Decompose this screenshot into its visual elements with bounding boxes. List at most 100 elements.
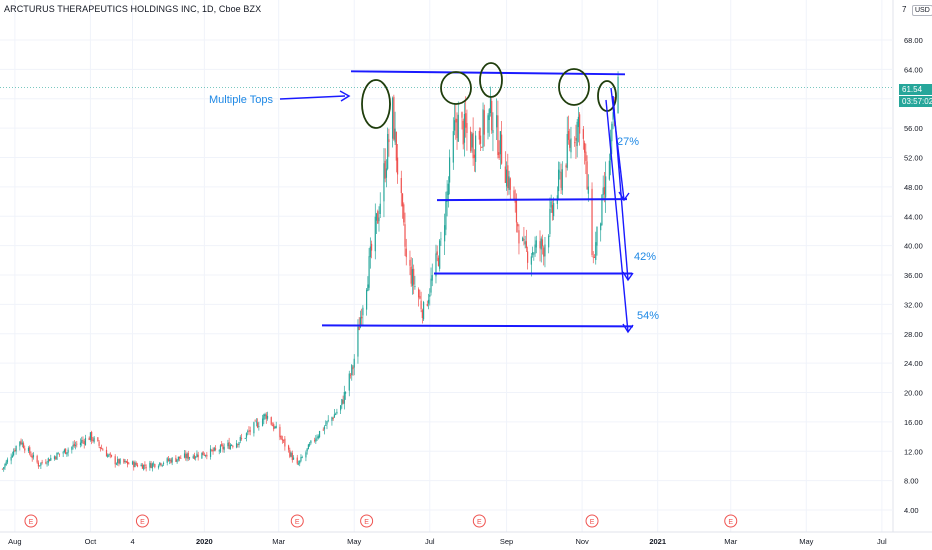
candle-body [57,453,59,455]
time-axis[interactable]: Aug Oct 4 2020 Mar May Jul Sep Nov 2021 Mar May Jul [0,531,932,546]
candlestick-series [1,71,619,472]
candle-body [187,453,189,459]
y-tick-label: 36.00 [904,271,923,280]
candle-body [152,463,155,465]
last-price-tag: 61.54 [899,84,932,95]
candle-body [465,113,467,128]
currency-label[interactable]: USD [912,5,932,16]
candle-body [176,459,178,463]
candle-body [419,296,421,299]
candle-body [160,463,162,466]
candle-body [124,460,126,462]
candle-body [576,121,578,147]
candle-body [281,439,283,441]
candle-body [177,456,179,460]
candle-body [440,238,442,240]
candle-body [56,452,58,460]
candle-body [456,119,458,138]
candle-body [479,135,482,144]
candle-body [359,317,362,328]
candle-body [358,326,360,331]
candle-body [587,186,589,194]
candle-body [549,208,551,234]
candle-body [487,115,489,133]
candle-body [513,190,515,201]
candle-body [82,440,84,442]
candle-body [335,414,337,415]
candle-body [478,130,480,140]
candle-body [602,187,604,196]
candle-body [561,169,563,191]
candle-body [457,114,459,142]
candle-body [114,456,116,465]
candle-body [29,447,31,454]
candle-body [404,224,406,247]
earnings-marker [585,514,599,528]
callout-arrow-shaft [279,95,346,100]
x-tick-label: 2021 [649,537,666,546]
candle-body [65,448,67,454]
candle-body [167,458,170,461]
candle-body [387,133,389,169]
y-tick-label: 12.00 [904,447,923,456]
candle-body [488,109,490,121]
symbol-title: ARCTURUS THERAPEUTICS HOLDINGS INC, 1D, … [4,4,262,14]
candle-body [525,241,527,249]
candle-body [126,461,129,465]
candle-body [577,116,580,128]
candle-body [238,442,240,445]
y-tick-label: 52.00 [904,154,923,163]
candle-body [348,373,350,391]
candle-body [508,176,510,190]
x-tick-label: May [799,537,813,546]
candle-body [19,441,21,447]
candle-body [195,456,197,458]
candle-body [323,426,326,430]
candle-body [396,157,399,175]
candle-body [150,463,152,468]
candle-body [567,130,570,140]
y-tick-label: 64.00 [904,65,923,74]
candle-body [557,169,560,192]
candle-body [91,431,93,441]
y-tick-label: 16.00 [904,418,923,427]
candle-body [566,133,568,168]
candle-body [99,447,101,449]
candle-body [212,449,214,452]
candle-body [605,176,607,198]
candle-body [305,452,307,458]
candle-body [188,457,191,459]
candle-body [263,414,265,420]
candle-body [353,358,355,368]
candle-body [235,443,238,448]
candle-body [501,134,503,164]
candle-body [6,459,9,463]
multiple-tops-label: Multiple Tops [209,94,273,106]
candle-body [514,198,516,203]
price-axis[interactable]: 4.00 8.00 12.00 16.00 20.00 24.00 28.00 32.00 36… [904,36,923,515]
x-tick-label: May [347,537,361,546]
candle-body [366,289,368,310]
candle-body [66,452,68,455]
candle-body [257,422,259,428]
circled-top [440,71,472,105]
candle-body [83,441,85,445]
candle-body [119,459,121,464]
y-tick-label: 8.00 [904,477,919,486]
earnings-marker-label: E [295,519,300,526]
candle-body [379,203,381,215]
candle-body [418,289,420,298]
y-tick-label: 32.00 [904,300,923,309]
candle-body [370,243,373,251]
timezone-label[interactable]: 7 [902,5,907,14]
candle-body [222,445,224,450]
candle-body [290,452,292,457]
y-tick-label: 68.00 [904,36,923,45]
candle-body [317,436,319,439]
candle-body [592,256,594,258]
candle-body [343,392,345,404]
candle-body [209,448,212,457]
candle-body [411,269,414,286]
candle-body [593,257,596,258]
